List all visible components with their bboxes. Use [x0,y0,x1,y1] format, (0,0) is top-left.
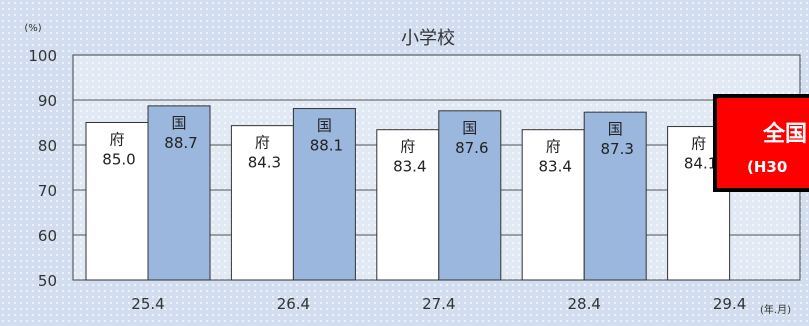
bar-国-26.4 [292,108,356,281]
x-tick-label-27.4: 27.4 [422,295,455,313]
x-tick-label-28.4: 28.4 [567,295,600,313]
bar-series-label-国-25.4: 国 [171,114,186,132]
x-axis-unit: (年.月) [760,303,791,316]
y-axis-unit: (%) [24,23,41,34]
x-tick-label-25.4: 25.4 [131,295,164,313]
callout-line-1: 全国 [763,122,808,147]
bar-value-label-国-26.4: 88.1 [310,137,343,155]
callout-line-2: (H30 [747,158,788,176]
bar-value-label-府-29.4: 84.1 [684,155,717,173]
x-tick-label-26.4: 26.4 [277,295,310,313]
bar-value-label-府-26.4: 84.3 [248,154,281,172]
bar-series-label-国-27.4: 国 [462,119,477,137]
bar-series-label-国-28.4: 国 [608,120,623,138]
bar-series-label-府-28.4: 府 [546,138,561,156]
bar-series-label-府-29.4: 府 [691,135,706,153]
bar-value-label-国-28.4: 87.3 [600,140,633,158]
y-tick-label-70: 70 [38,182,57,200]
y-tick-label-50: 50 [38,272,57,290]
bar-series-label-府-25.4: 府 [109,131,124,149]
bars: 府 85.0 国 88.7 府 84.3 国 88.1 府 83.4 国 87.6 府 83.4 国 87.3… [85,105,731,281]
x-axis: 25.4 26.4 27.4 28.4 29.4 [131,295,746,313]
bar-series-label-府-27.4: 府 [400,138,415,156]
bar-value-label-国-27.4: 87.6 [455,139,488,157]
y-tick-label-100: 100 [28,47,57,65]
bar-value-label-国-25.4: 88.7 [164,134,197,152]
y-tick-label-90: 90 [38,92,57,110]
x-tick-label-29.4: 29.4 [713,295,746,313]
bar-府-25.4 [85,122,149,281]
bar-series-label-国-26.4: 国 [317,117,332,135]
chart-title: 小学校 [401,28,455,49]
bar-府-26.4 [230,125,294,281]
y-tick-label-60: 60 [38,227,57,245]
bar-value-label-府-27.4: 83.4 [393,158,426,176]
y-axis: 50 60 70 80 90 100 [28,47,57,290]
bar-府-27.4 [376,129,440,281]
bar-value-label-府-25.4: 85.0 [102,151,135,169]
bar-value-label-府-28.4: 83.4 [538,158,571,176]
bar-国-28.4 [583,111,647,281]
bar-国-27.4 [438,110,502,281]
callout-box: 全国 (H30 [713,94,809,192]
bar-series-label-府-26.4: 府 [255,134,270,152]
y-tick-label-80: 80 [38,137,57,155]
bar-国-25.4 [147,105,211,281]
